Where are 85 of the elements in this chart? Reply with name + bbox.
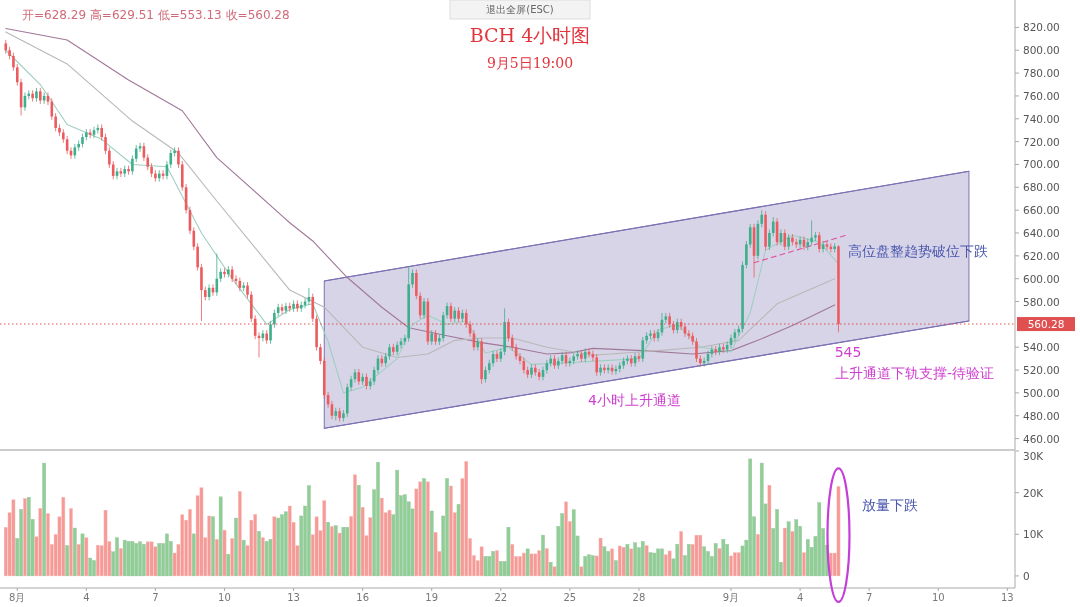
candlestick [273, 309, 276, 329]
candlestick [127, 165, 130, 176]
y-tick-label: 680.00 [1023, 181, 1060, 194]
x-tick-label: 19 [425, 592, 439, 603]
candlestick [768, 229, 771, 251]
y-tick-label: 520.00 [1023, 364, 1060, 377]
y-tick-label: 740.00 [1023, 112, 1060, 125]
x-tick-label: 13 [1000, 592, 1014, 603]
annotation: 开=628.29 高=629.51 低=553.13 收=560.28 [22, 8, 290, 22]
x-tick-label: 7 [152, 592, 159, 603]
y-tick-label: 460.00 [1023, 432, 1060, 445]
y-tick-label: 620.00 [1023, 249, 1060, 262]
y-tick-label: 780.00 [1023, 67, 1060, 80]
annotation: 高位盘整趋势破位下跌 [848, 243, 988, 259]
candlestick [626, 354, 629, 365]
y-tick-label: 820.00 [1023, 21, 1060, 34]
candlestick [54, 112, 57, 132]
candlestick [606, 363, 610, 374]
x-tick-label: 4 [83, 592, 90, 603]
x-tick-label: 13 [287, 592, 300, 603]
candlestick [200, 263, 203, 322]
annotation: 545 [834, 344, 862, 361]
candlestick [119, 167, 123, 178]
y-tick-label: 720.00 [1023, 135, 1060, 148]
x-tick-label: 4 [796, 592, 804, 603]
candlestick [745, 240, 748, 269]
candlestick [603, 363, 606, 374]
x-tick-label: 16 [356, 592, 369, 603]
candlestick [196, 242, 199, 272]
text: BCH 4小时图 [469, 24, 591, 46]
candlestick [77, 140, 80, 152]
x-tick-label: 28 [632, 592, 646, 603]
candlestick [269, 320, 272, 345]
candlestick [794, 238, 798, 249]
candlestick [250, 290, 253, 323]
x-tick-label: 22 [494, 592, 508, 603]
y-tick-label: 500.00 [1023, 386, 1060, 399]
x-tick-label: 7 [865, 592, 873, 603]
y-tick-label: 700.00 [1023, 158, 1060, 171]
candlestick [108, 146, 111, 169]
candlestick [641, 336, 645, 363]
y-tick-label: 0 [1023, 569, 1030, 582]
annotation: 上升通道下轨支撑-待验证 [835, 365, 995, 381]
y-tick-label: 660.00 [1023, 204, 1060, 217]
candlestick [722, 343, 725, 354]
y-tick-label: 20K [1023, 486, 1045, 499]
candlestick [695, 337, 698, 363]
candlestick [12, 52, 15, 72]
x-tick-label: 10 [931, 592, 945, 603]
y-tick-label: 480.00 [1023, 409, 1060, 422]
annotation: 退出全屏(ESC) [486, 4, 554, 15]
candlestick [131, 154, 134, 176]
candlestick [177, 146, 180, 169]
y-tick-label: 540.00 [1023, 341, 1060, 354]
x-tick-label: 8月 [9, 592, 26, 603]
y-tick-label: 30K [1023, 450, 1045, 462]
candlestick [104, 133, 107, 155]
candlestick [223, 268, 226, 278]
text: 9月5日19:00 [486, 55, 574, 71]
candlestick [637, 352, 641, 363]
candlestick [748, 223, 752, 249]
y-tick-label: 640.00 [1023, 226, 1060, 239]
annotation: 放量下跌 [862, 497, 918, 513]
candlestick [111, 160, 115, 180]
y-tick-label: 580.00 [1023, 295, 1060, 308]
x-tick-label: 25 [563, 592, 577, 603]
candlestick [649, 329, 652, 340]
candlestick [411, 269, 414, 289]
x-tick-label: 10 [218, 592, 231, 603]
annotation: 4小时上升通道 [588, 392, 681, 408]
candlestick [576, 350, 579, 361]
candlestick [825, 240, 829, 251]
y-tick-label: 10K [1023, 528, 1045, 541]
y-tick-label: 800.00 [1023, 44, 1060, 57]
candlestick [415, 269, 418, 300]
y-tick-label: 600.00 [1023, 272, 1060, 285]
candlestick [242, 281, 245, 292]
candlestick [173, 146, 176, 157]
x-tick-label: 9月 [722, 592, 740, 603]
ref-line-label: 560.28 [1027, 318, 1065, 331]
candlestick [319, 343, 322, 365]
candlestick [810, 220, 813, 246]
candlestick [771, 216, 775, 237]
candlestick [311, 293, 315, 323]
y-tick-label: 760.00 [1023, 89, 1060, 102]
